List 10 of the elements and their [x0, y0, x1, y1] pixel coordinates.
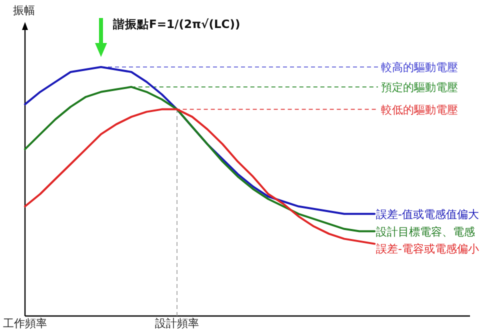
ref-line-label: 較低的驅動電壓 — [381, 103, 458, 116]
y-axis-title: 振幅 — [13, 4, 35, 17]
series-label: 誤差-值或電感值偏大 — [376, 208, 479, 221]
text: 諧振點F=1/(2π√(LC)) — [112, 17, 240, 31]
x-tick-label: 設計頻率 — [155, 317, 199, 330]
series-label: 設計目標電容、電感 — [376, 225, 475, 238]
ref-line-label: 預定的驅動電壓 — [381, 80, 458, 94]
ref-line-label: 較高的驅動電壓 — [381, 61, 458, 74]
x-tick-label: 工作頻率 — [3, 317, 47, 330]
series-label: 誤差-電容或電感偏小 — [376, 242, 479, 256]
